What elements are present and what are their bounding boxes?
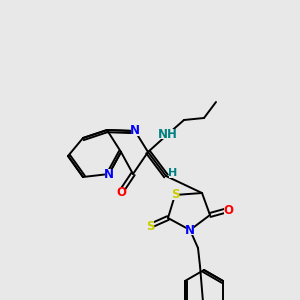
Bar	[161, 129, 175, 139]
Bar	[131, 126, 139, 136]
Text: N: N	[104, 167, 114, 181]
Text: O: O	[116, 185, 126, 199]
Bar	[105, 169, 113, 179]
Bar	[117, 187, 125, 197]
Text: S: S	[171, 188, 179, 202]
Text: O: O	[223, 203, 233, 217]
Bar	[171, 190, 179, 200]
Text: NH: NH	[158, 128, 178, 140]
Bar	[146, 221, 154, 231]
Bar	[169, 168, 177, 178]
Text: H: H	[168, 168, 178, 178]
Text: S: S	[146, 220, 154, 232]
Bar	[186, 225, 194, 235]
Text: N: N	[130, 124, 140, 137]
Bar	[224, 205, 232, 215]
Text: N: N	[185, 224, 195, 236]
